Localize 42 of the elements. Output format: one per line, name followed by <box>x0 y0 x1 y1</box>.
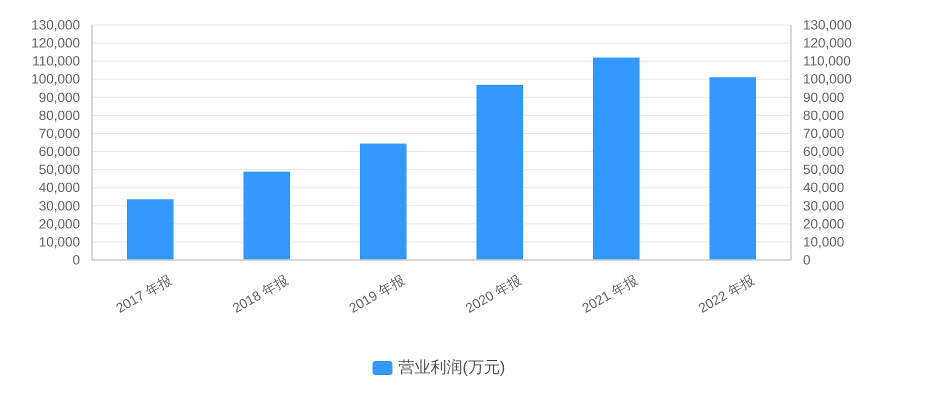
y2-tick-label: 110,000 <box>803 54 851 69</box>
y2-tick-label: 50,000 <box>803 162 844 178</box>
y-tick-label: 40,000 <box>38 180 80 196</box>
y-tick-label: 0 <box>72 252 80 268</box>
y2-tick-label: 60,000 <box>803 144 844 160</box>
y2-tick-label: 130,000 <box>803 18 852 32</box>
legend: 营业利润(万元) <box>372 360 506 376</box>
bar <box>709 77 756 260</box>
x-tick-label: 2018 年报 <box>230 272 292 316</box>
bar <box>592 58 640 260</box>
y-tick-label: 70,000 <box>38 126 80 141</box>
y-tick-label: 90,000 <box>38 90 80 105</box>
y2-tick-label: 90,000 <box>803 90 844 105</box>
y-tick-label: 110,000 <box>32 54 80 69</box>
y2-tick-label: 10,000 <box>803 234 844 250</box>
bar <box>243 172 290 260</box>
y-tick-label: 10,000 <box>38 234 80 250</box>
y2-tick-label: 20,000 <box>803 216 844 232</box>
legend-label: 营业利润(万元) <box>398 358 506 376</box>
bar <box>126 199 174 260</box>
bar <box>360 144 407 260</box>
y-tick-label: 80,000 <box>38 108 80 123</box>
y2-tick-label: 30,000 <box>803 198 844 214</box>
y-tick-label: 50,000 <box>38 162 80 178</box>
x-tick-label: 2017 年报 <box>114 272 175 316</box>
y2-tick-label: 40,000 <box>803 180 844 196</box>
y-tick-label: 60,000 <box>38 144 80 160</box>
y-tick-label: 20,000 <box>38 216 80 232</box>
y-tick-label: 30,000 <box>38 198 80 214</box>
y-tick-label: 130,000 <box>31 18 80 32</box>
y2-tick-label: 100,000 <box>803 72 852 87</box>
y-tick-label: 100,000 <box>31 72 80 87</box>
x-tick-label: 2022 年报 <box>696 272 758 316</box>
bar <box>476 84 524 260</box>
x-tick-label: 2019 年报 <box>346 272 408 316</box>
y2-tick-label: 80,000 <box>803 108 844 123</box>
y-tick-label: 120,000 <box>31 36 80 51</box>
x-tick-label: 2020 年报 <box>463 272 524 316</box>
y2-tick-label: 120,000 <box>803 36 852 51</box>
y2-tick-label: 0 <box>803 252 811 268</box>
y2-tick-label: 70,000 <box>803 126 844 141</box>
x-tick-label: 2021 年报 <box>580 272 641 316</box>
